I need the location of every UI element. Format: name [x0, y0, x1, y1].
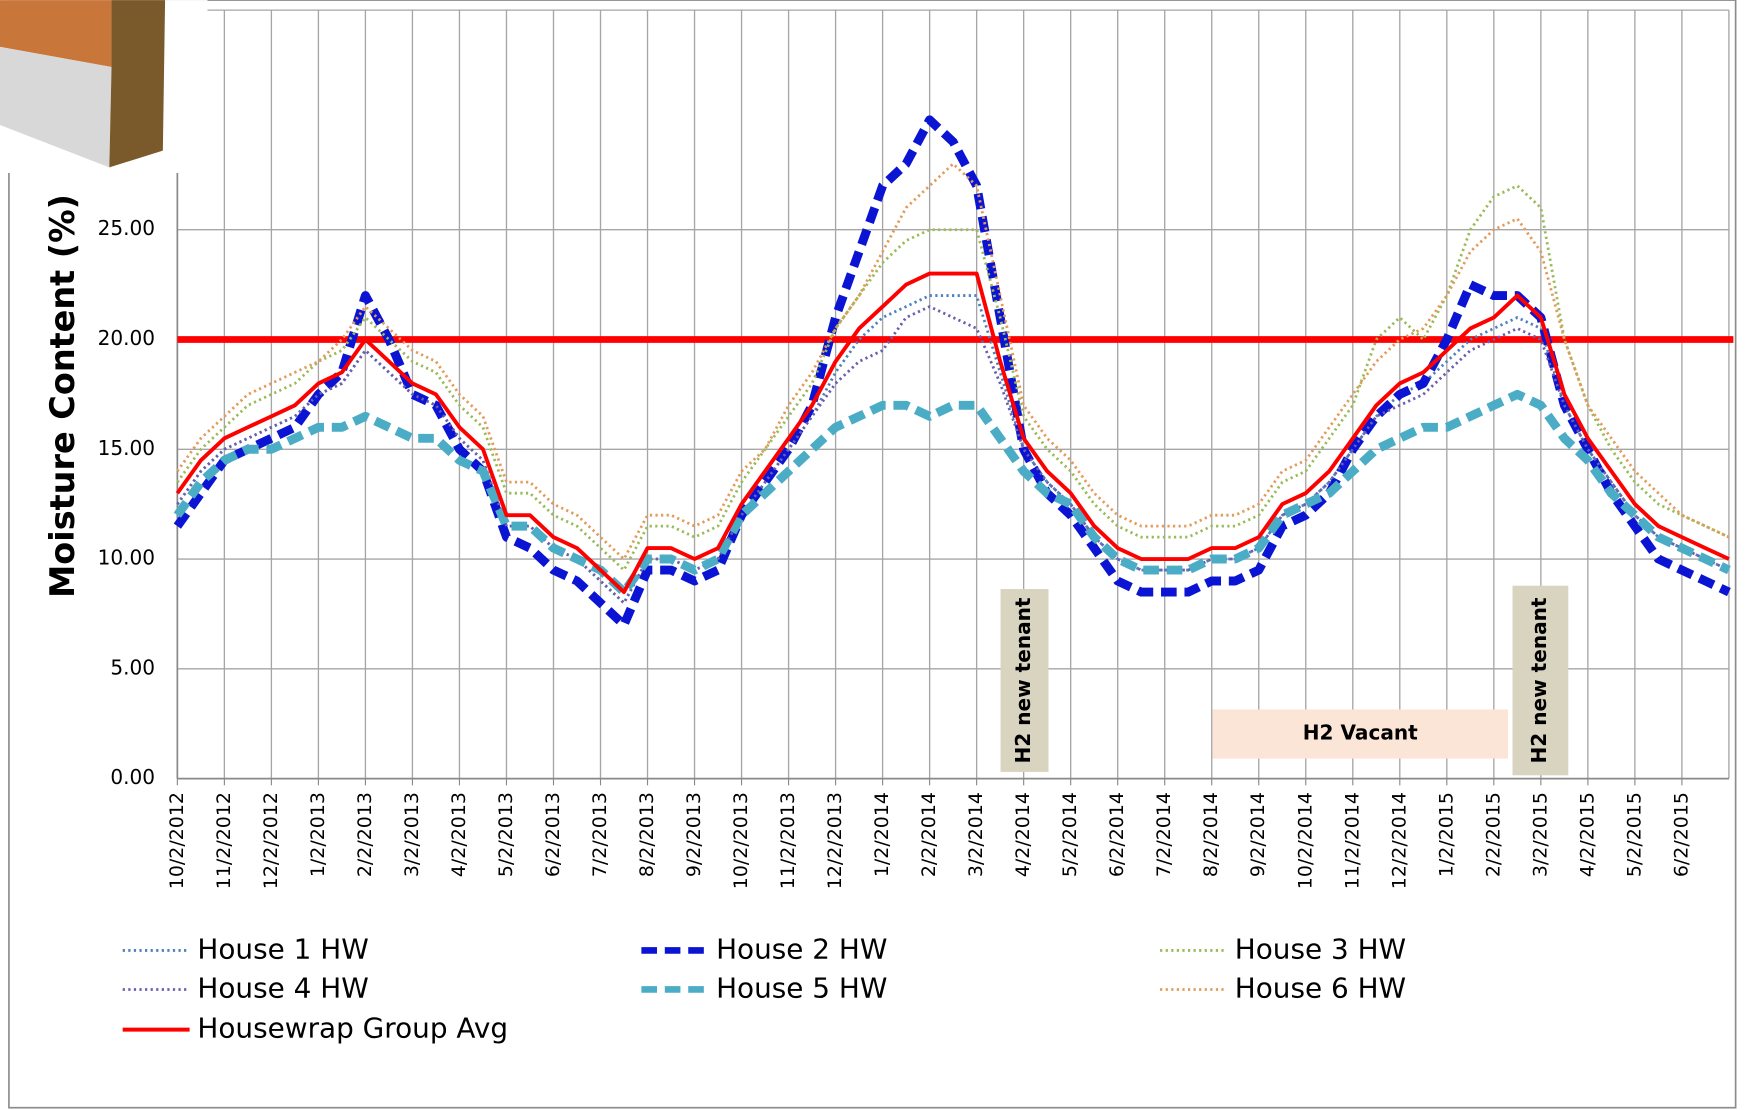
legend-label: House 5 HW [716, 971, 887, 1004]
x-tick-label: 3/2/2014 [965, 792, 987, 877]
annotation-box [1000, 589, 1049, 772]
x-tick-label: 10/2/2013 [730, 792, 752, 889]
x-tick-label: 12/2/2012 [260, 792, 282, 889]
x-tick-label: 3/2/2015 [1529, 792, 1551, 877]
legend-label: House 1 HW [197, 932, 368, 965]
image-osb [0, 0, 112, 67]
x-tick-label: 8/2/2013 [636, 792, 658, 877]
legend-label: House 4 HW [197, 971, 368, 1004]
x-tick-label: 4/2/2014 [1012, 792, 1034, 877]
image-insulation [0, 46, 112, 168]
y-tick-label: 5.00 [110, 655, 155, 679]
x-tick-label: 5/2/2015 [1623, 792, 1645, 877]
x-tick-label: 11/2/2012 [213, 792, 235, 889]
x-tick-label: 8/2/2014 [1200, 792, 1222, 877]
x-tick-label: 3/2/2013 [401, 792, 423, 877]
x-tick-label: 5/2/2014 [1059, 792, 1081, 877]
x-tick-label: 2/2/2014 [918, 792, 940, 877]
corner-image [0, 0, 208, 173]
x-tick-label: 7/2/2014 [1153, 792, 1175, 877]
x-tick-label: 1/2/2013 [307, 792, 329, 877]
series-line [176, 184, 1730, 572]
y-tick-label: 20.00 [98, 326, 155, 350]
legend-label: Housewrap Group Avg [197, 1012, 508, 1045]
x-tick-label: 6/2/2015 [1670, 792, 1692, 877]
chart-frame [8, 0, 1737, 1109]
y-tick-label: 10.00 [98, 546, 155, 570]
legend-label: House 3 HW [1235, 932, 1406, 965]
legend-label: House 2 HW [716, 932, 887, 965]
x-tick-label: 6/2/2014 [1106, 792, 1128, 877]
series-line [173, 389, 1731, 597]
x-tick-label: 1/2/2014 [871, 792, 893, 877]
y-tick-label: 0.00 [110, 765, 155, 789]
series-line [176, 294, 1730, 605]
annotation-box [1212, 709, 1509, 759]
x-tick-label: 1/2/2015 [1435, 792, 1457, 877]
x-tick-label: 6/2/2013 [542, 792, 564, 877]
y-tick-label: 15.00 [98, 436, 155, 460]
legend-label: House 6 HW [1235, 971, 1406, 1004]
x-tick-label: 11/2/2014 [1341, 792, 1363, 889]
x-tick-label: 12/2/2014 [1388, 792, 1410, 889]
x-tick-label: 5/2/2013 [495, 792, 517, 877]
annotation-text: H2 Vacant [1303, 721, 1418, 745]
annotation-text: H2 new tenant [1011, 597, 1035, 763]
annotation-text: H2 new tenant [1527, 597, 1551, 763]
image-stud [109, 0, 166, 168]
y-tick-label: 25.00 [98, 216, 155, 240]
x-tick-label: 11/2/2013 [777, 792, 799, 889]
y-axis-title: Moisture Content (%) [43, 194, 82, 598]
x-tick-label: 4/2/2013 [448, 792, 470, 877]
x-tick-label: 10/2/2012 [166, 792, 188, 889]
x-tick-label: 2/2/2015 [1482, 792, 1504, 877]
series-line [175, 271, 1730, 594]
x-tick-label: 7/2/2013 [589, 792, 611, 877]
x-tick-label: 12/2/2013 [824, 792, 846, 889]
annotation-box [1512, 585, 1569, 776]
x-tick-label: 2/2/2013 [354, 792, 376, 877]
x-tick-label: 9/2/2014 [1247, 792, 1269, 877]
series-line [173, 115, 1731, 630]
x-tick-label: 9/2/2013 [683, 792, 705, 877]
x-tick-label: 10/2/2014 [1294, 792, 1316, 889]
plot-area: 0.00 5.00 10.00 15.00 20.00 25.00 10/2/2012 11/… [98, 9, 1734, 889]
x-tick-label: 4/2/2015 [1576, 792, 1598, 877]
